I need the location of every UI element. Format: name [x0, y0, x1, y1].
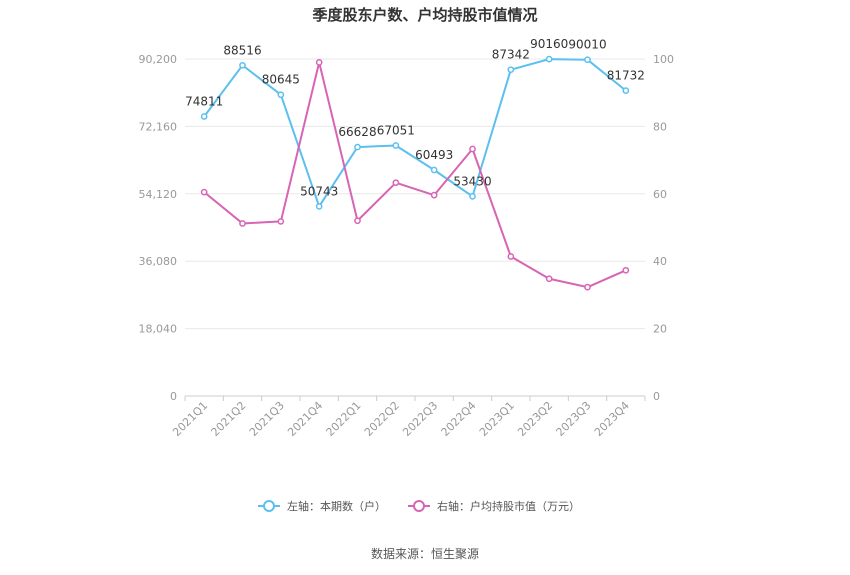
- right-axis-ticks: 0 20 40 60 80 100: [653, 53, 674, 403]
- right-tick-label: 80: [653, 120, 667, 133]
- chart-title: 季度股东户数、户均持股市值情况: [312, 6, 537, 24]
- series-point-right: [507, 253, 515, 260]
- series-point-right: [315, 59, 323, 66]
- legend-right-swatch-marker: [413, 500, 425, 512]
- data-label: 90010: [568, 38, 606, 52]
- series-point-left: [622, 87, 630, 94]
- x-tick-label: 2023Q1: [477, 399, 517, 439]
- data-label: 53430: [453, 174, 491, 188]
- series-point-right: [354, 217, 361, 225]
- series-point-right: [430, 191, 438, 199]
- series-layer: [200, 55, 630, 291]
- data-label: 88516: [223, 43, 261, 57]
- series-point-left: [507, 66, 515, 74]
- right-tick-label: 20: [653, 323, 667, 336]
- data-label: 80645: [262, 73, 300, 87]
- left-tick-label: 72,160: [139, 120, 178, 133]
- source-note: 数据来源：恒生聚源: [371, 546, 479, 561]
- series-point-left: [315, 203, 323, 210]
- series-point-right: [584, 283, 591, 291]
- left-axis-ticks: 0 18,040 36,080 54,120 72,160 90,200: [139, 53, 178, 403]
- right-tick-label: 40: [653, 255, 667, 268]
- series-point-left: [239, 61, 246, 69]
- x-tick-label: 2021Q2: [209, 399, 249, 439]
- left-tick-label: 0: [170, 390, 177, 403]
- data-labels: 74811 88516 80645 50743 66628 670516049353430…: [185, 37, 645, 198]
- series-point-left: [392, 142, 400, 149]
- series-point-left: [545, 55, 553, 63]
- grid-lines: [185, 58, 645, 397]
- right-tick-label: 0: [653, 390, 660, 403]
- left-tick-label: 18,040: [139, 323, 178, 336]
- left-tick-label: 36,080: [139, 255, 178, 268]
- legend-item-right-series[interactable]: 右轴：户均持股市值（万元）: [408, 499, 580, 513]
- data-label: 50743: [300, 184, 338, 198]
- right-tick-label: 60: [653, 188, 667, 201]
- series-line-left: [203, 58, 627, 208]
- series-point-left: [584, 56, 591, 64]
- series-point-right: [622, 266, 630, 274]
- x-tick-label: 2022Q3: [400, 399, 440, 439]
- series-point-right: [200, 188, 208, 196]
- series-point-left: [354, 143, 361, 151]
- legend-left-label: 左轴：本期数（户）: [287, 499, 386, 513]
- x-tick-label: 2021Q1: [170, 399, 210, 439]
- data-label: 87342: [492, 48, 530, 62]
- x-tick-label: 2023Q4: [592, 399, 632, 439]
- data-label: 90160: [530, 37, 568, 51]
- right-tick-label: 100: [653, 53, 674, 66]
- x-tick-label: 2021Q3: [247, 399, 287, 439]
- series-point-left: [277, 91, 285, 99]
- series-point-left: [200, 113, 208, 120]
- data-label: 66628: [338, 125, 376, 139]
- legend-left-swatch-marker: [263, 500, 275, 512]
- series-line-right: [203, 61, 627, 289]
- x-tick-label: 2022Q4: [439, 399, 479, 439]
- left-tick-label: 54,120: [139, 188, 178, 201]
- data-label: 74811: [185, 94, 223, 108]
- data-label: 60493: [415, 148, 453, 162]
- series-point-right: [545, 275, 553, 283]
- series-point-left: [430, 166, 438, 174]
- series-point-left: [469, 193, 476, 200]
- data-label: 67051: [377, 123, 415, 137]
- x-tick-label: 2021Q4: [285, 399, 325, 439]
- x-tick-label: 2022Q1: [324, 399, 364, 439]
- legend-right-label: 右轴：户均持股市值（万元）: [437, 499, 580, 513]
- series-point-right: [469, 145, 476, 153]
- left-tick-label: 90,200: [139, 53, 178, 66]
- legend: 左轴：本期数（户） 右轴：户均持股市值（万元）: [258, 499, 580, 513]
- data-label: 81732: [607, 69, 645, 83]
- x-tick-label: 2022Q2: [362, 399, 402, 439]
- series-point-right: [239, 220, 246, 227]
- x-axis-ticks: 2021Q12021Q22021Q32021Q42022Q12022Q22022…: [170, 396, 646, 439]
- series-point-right: [277, 218, 285, 225]
- series-point-right: [392, 179, 400, 187]
- x-tick-label: 2023Q2: [515, 399, 555, 439]
- legend-item-left-series[interactable]: 左轴：本期数（户）: [258, 499, 386, 513]
- x-tick-label: 2023Q3: [554, 399, 594, 439]
